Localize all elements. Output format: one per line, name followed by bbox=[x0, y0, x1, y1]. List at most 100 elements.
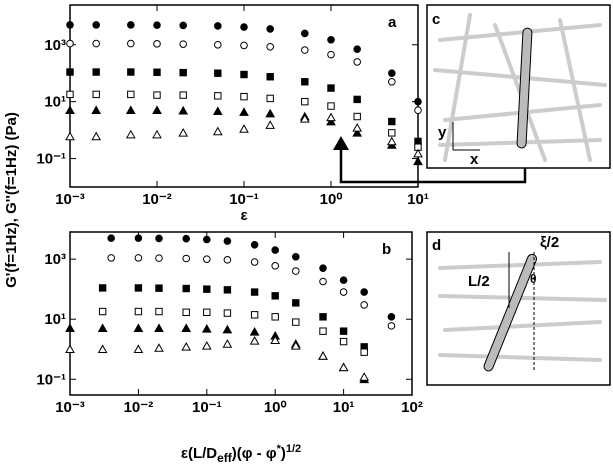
marker bbox=[240, 70, 248, 79]
marker bbox=[127, 21, 135, 29]
marker bbox=[326, 116, 336, 126]
marker bbox=[154, 323, 164, 333]
marker bbox=[223, 255, 232, 264]
marker bbox=[271, 261, 280, 270]
y-tick-label: 10¹ bbox=[44, 311, 66, 328]
marker bbox=[65, 105, 75, 115]
x-tick-label: 10⁻³ bbox=[55, 191, 85, 208]
marker bbox=[266, 42, 274, 51]
marker bbox=[319, 313, 327, 321]
marker bbox=[203, 308, 211, 316]
marker bbox=[134, 307, 143, 316]
marker bbox=[387, 322, 396, 330]
marker bbox=[291, 252, 300, 261]
x-axis-label: ε bbox=[240, 207, 247, 224]
x-axis-label-part: ) bbox=[281, 445, 286, 462]
marker bbox=[66, 39, 74, 48]
connector bbox=[339, 147, 527, 184]
marker bbox=[92, 21, 100, 29]
x-axis-label-part: ε bbox=[240, 207, 247, 224]
marker bbox=[201, 341, 212, 350]
marker bbox=[414, 97, 422, 106]
marker bbox=[266, 25, 274, 33]
marker bbox=[182, 284, 190, 293]
marker bbox=[65, 131, 75, 141]
marker bbox=[299, 113, 310, 123]
marker bbox=[413, 156, 423, 166]
x-tick-label: 10⁻² bbox=[142, 191, 172, 208]
marker bbox=[214, 22, 222, 30]
marker bbox=[153, 40, 161, 48]
panel-label: c bbox=[432, 11, 440, 28]
marker bbox=[107, 234, 115, 242]
marker bbox=[327, 35, 335, 44]
x-tick-label: 10⁻¹ bbox=[192, 399, 222, 416]
xi-label: ξ/2 bbox=[540, 234, 559, 251]
marker bbox=[127, 68, 135, 76]
marker bbox=[214, 92, 222, 100]
marker bbox=[239, 124, 249, 133]
marker bbox=[154, 343, 164, 352]
marker bbox=[65, 344, 75, 354]
x-tick-label: 10² bbox=[401, 399, 423, 416]
marker bbox=[127, 39, 135, 48]
plot-frame bbox=[69, 231, 413, 396]
marker bbox=[222, 339, 233, 348]
length-label: L/2 bbox=[468, 273, 490, 290]
marker bbox=[179, 68, 187, 77]
marker bbox=[97, 344, 108, 354]
marker bbox=[301, 29, 309, 38]
marker bbox=[179, 40, 187, 48]
marker bbox=[178, 105, 189, 115]
marker bbox=[133, 344, 144, 354]
marker bbox=[353, 95, 361, 104]
marker bbox=[91, 131, 102, 141]
marker bbox=[265, 120, 276, 129]
marker bbox=[92, 68, 100, 76]
marker bbox=[319, 264, 327, 272]
axis-x-label: x bbox=[470, 151, 479, 168]
marker bbox=[223, 309, 232, 317]
x-axis-label: ε(L/Deff)(φ - φ*)1/2 bbox=[181, 443, 301, 465]
marker bbox=[66, 21, 74, 29]
marker bbox=[265, 108, 276, 118]
marker bbox=[240, 41, 248, 50]
marker bbox=[301, 46, 309, 54]
marker bbox=[292, 318, 300, 326]
marker bbox=[107, 254, 115, 262]
marker bbox=[240, 23, 248, 31]
marker bbox=[292, 299, 300, 307]
marker bbox=[212, 106, 223, 116]
marker bbox=[182, 254, 191, 263]
marker bbox=[155, 234, 163, 243]
marker bbox=[91, 105, 102, 115]
marker bbox=[127, 90, 135, 99]
marker bbox=[152, 105, 162, 115]
marker bbox=[250, 288, 259, 296]
x-tick-label: 10¹ bbox=[333, 399, 355, 416]
marker bbox=[270, 335, 281, 345]
marker bbox=[352, 128, 363, 137]
marker bbox=[360, 301, 368, 309]
marker bbox=[353, 45, 361, 53]
marker bbox=[223, 286, 232, 294]
marker bbox=[339, 288, 348, 296]
marker bbox=[179, 21, 187, 30]
marker bbox=[125, 105, 136, 115]
marker bbox=[181, 342, 192, 351]
marker bbox=[250, 240, 259, 249]
x-tick-label: 10⁰ bbox=[320, 191, 343, 208]
marker bbox=[360, 288, 368, 296]
marker bbox=[152, 129, 162, 139]
rods-d bbox=[438, 260, 607, 362]
y-tick-label: 10¹ bbox=[44, 94, 66, 111]
marker bbox=[92, 39, 100, 48]
marker bbox=[223, 237, 232, 245]
marker bbox=[327, 84, 335, 92]
y-tick-label: 10³ bbox=[44, 37, 66, 54]
marker bbox=[239, 107, 249, 116]
y-tick-label: 10³ bbox=[44, 251, 66, 268]
marker bbox=[327, 102, 335, 110]
x-tick-label: 10¹ bbox=[407, 191, 429, 208]
marker bbox=[98, 307, 107, 316]
